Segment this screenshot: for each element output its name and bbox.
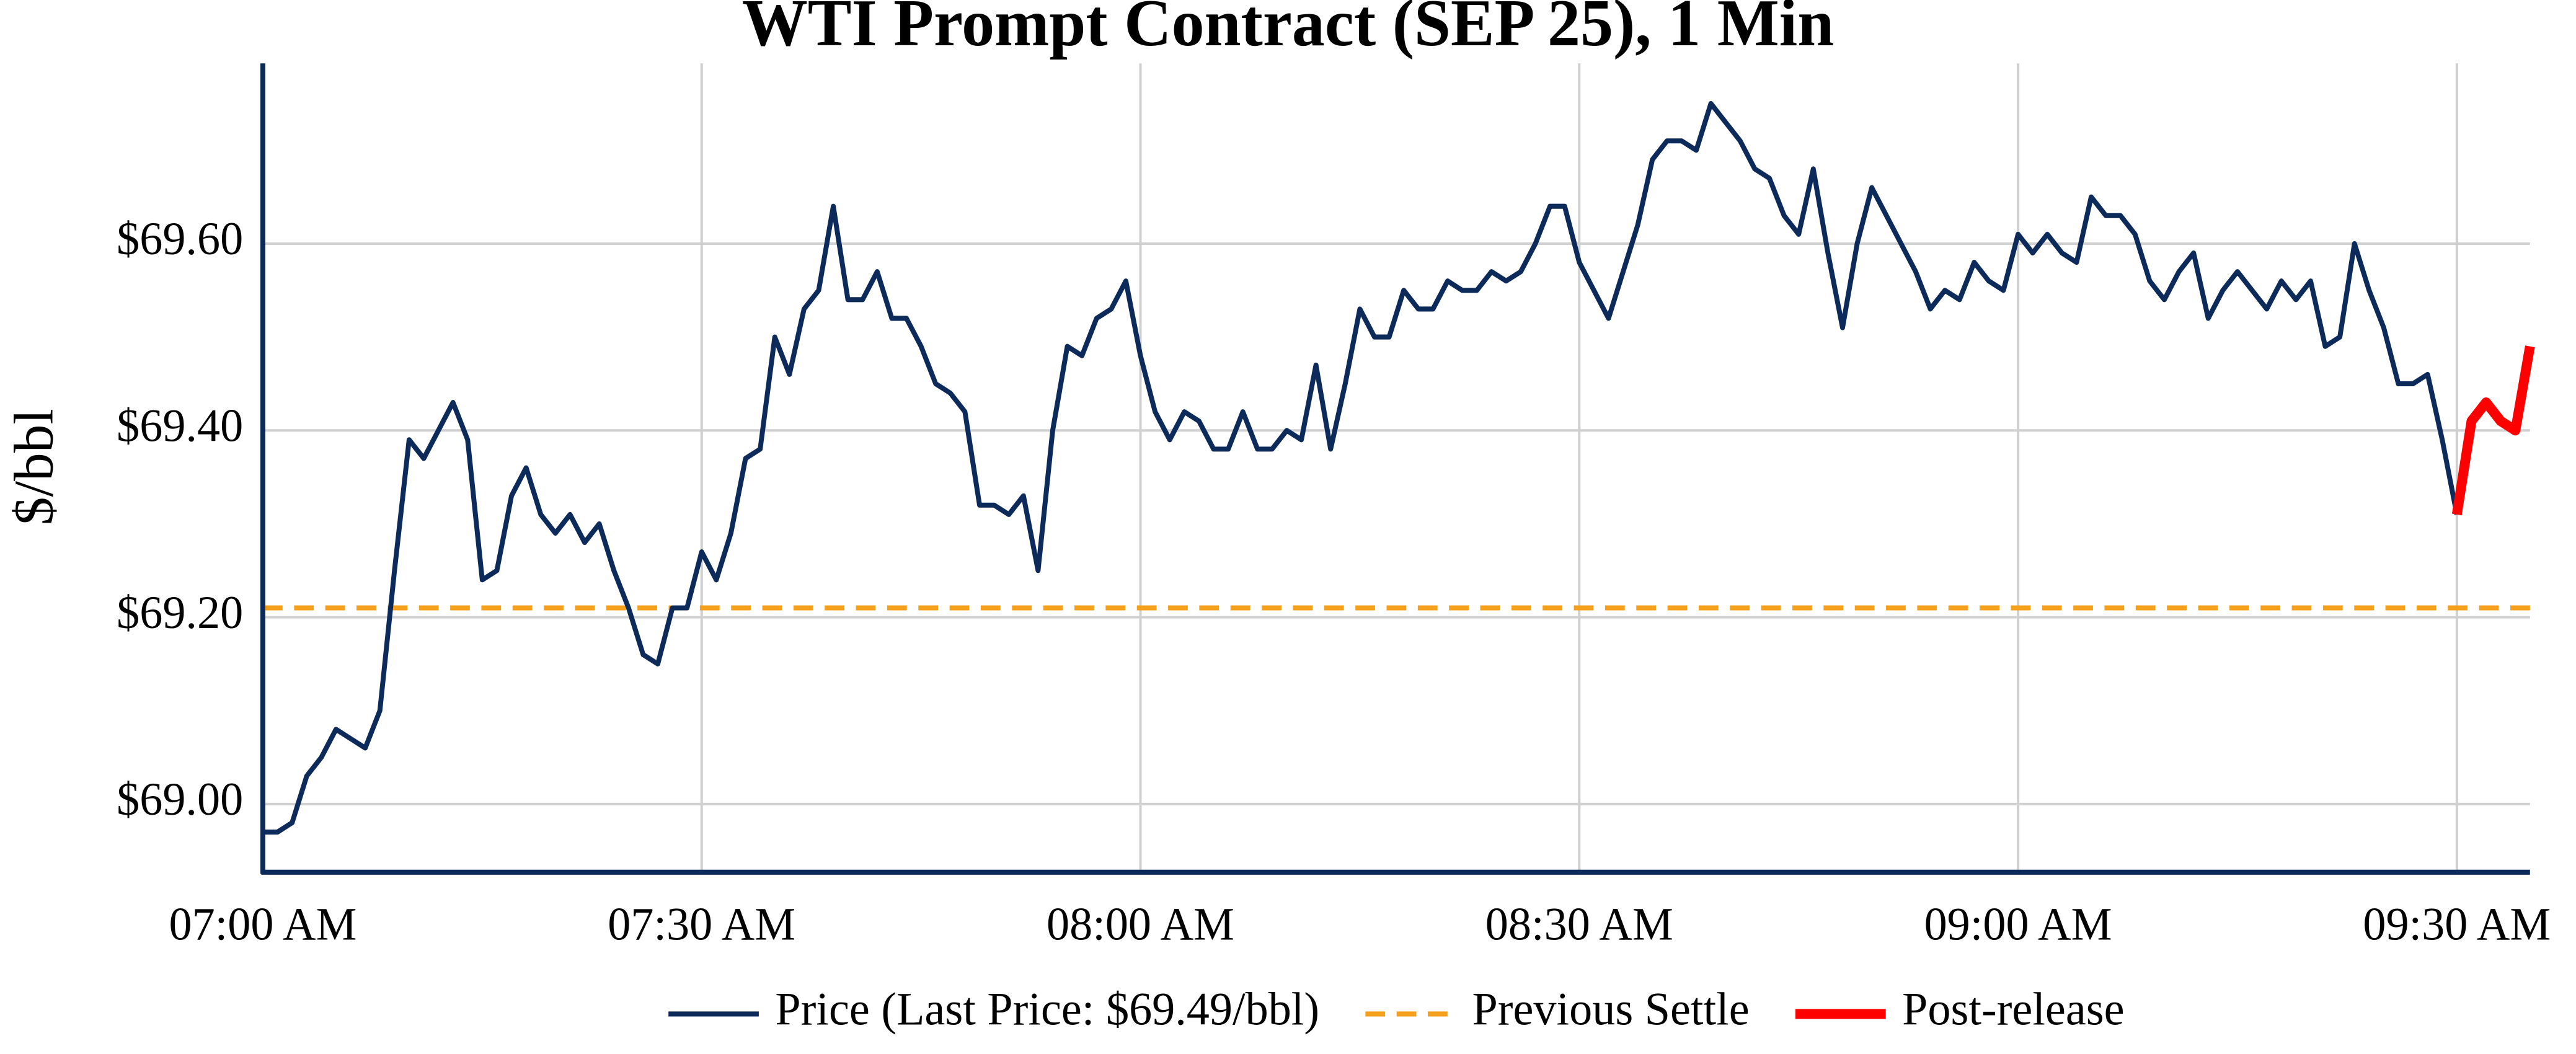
x-tick-label: 07:30 AM [608, 898, 795, 950]
y-tick-label: $69.00 [117, 774, 243, 826]
x-tick-label: 08:00 AM [1047, 898, 1234, 950]
x-tick-label: 09:00 AM [1924, 898, 2112, 950]
price-line [262, 100, 2459, 835]
x-tick-label: 09:30 AM [2363, 898, 2551, 950]
y-tick-label: $69.40 [117, 400, 243, 452]
y-axis-label: $/bbl [2, 409, 64, 525]
y-tick-label: $69.60 [117, 213, 243, 265]
legend-label: Price (Last Price: $69.49/bbl) [775, 983, 1319, 1035]
legend-label: Previous Settle [1472, 983, 1750, 1035]
legend-label: Post-release [1902, 983, 2124, 1035]
y-tick-label: $69.20 [117, 587, 243, 639]
price-line [2451, 345, 2535, 516]
chart-title: WTI Prompt Contract (SEP 25), 1 Min [742, 0, 1834, 60]
x-tick-label: 08:30 AM [1485, 898, 1673, 950]
x-tick-label: 07:00 AM [169, 898, 356, 950]
